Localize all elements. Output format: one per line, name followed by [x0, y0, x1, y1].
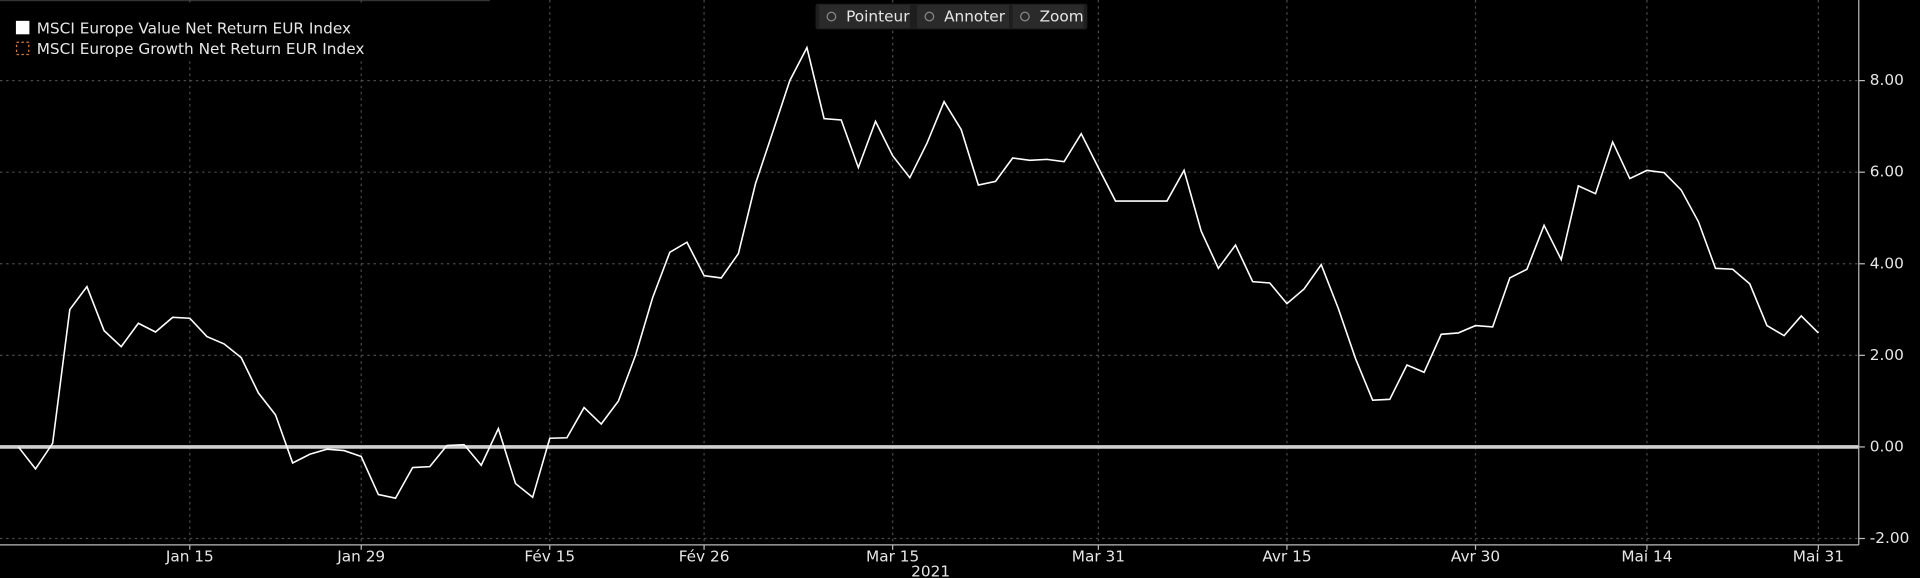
plot [0, 45, 1859, 500]
button-bg[interactable] [917, 4, 1009, 29]
legend-label: MSCI Europe Value Net Return EUR Index [37, 19, 351, 37]
x-tick-label: Jan 15 [165, 548, 214, 566]
button-label[interactable]: Zoom [1040, 8, 1084, 26]
y-tick-label: 8.00 [1870, 71, 1904, 89]
y-tick-label: 2.00 [1870, 346, 1904, 364]
x-tick-label: Mar 31 [1072, 548, 1125, 566]
toolbar-button[interactable]: Zoom [1012, 4, 1084, 29]
y-tick-label: -2.00 [1870, 529, 1910, 547]
toolbar-button[interactable]: Pointeur [819, 4, 910, 29]
x-axis-year: 2021 [911, 562, 950, 578]
button-label[interactable]: Pointeur [846, 8, 910, 26]
button-label[interactable]: Annoter [944, 8, 1006, 26]
x-tick-label: Fév 26 [679, 548, 730, 566]
x-tick-label: Mar 15 [866, 548, 919, 566]
button-icon [826, 11, 837, 22]
legend: MSCI Europe Value Net Return EUR Index MS… [0, 2, 368, 62]
x-tick-label: Fév 15 [524, 548, 575, 566]
button-bg[interactable] [1012, 4, 1084, 29]
legend-label: MSCI Europe Growth Net Return EUR Index [37, 40, 365, 58]
x-tick-label: Avr 15 [1262, 548, 1311, 566]
legend-swatch [15, 41, 30, 56]
y-tick-label: 6.00 [1870, 163, 1904, 181]
series-line [17, 45, 1819, 500]
toolbar-button[interactable]: Annoter [917, 4, 1009, 29]
button-bg[interactable] [819, 4, 910, 29]
legend-bg [0, 2, 368, 62]
x-tick-label: Mai 31 [1793, 548, 1844, 566]
legend-swatch [15, 20, 30, 35]
y-tick-label: 0.00 [1870, 437, 1904, 455]
x-tick-label: Jan 29 [336, 548, 385, 566]
y-tick-label: 4.00 [1870, 254, 1904, 272]
toolbar: Pointeur Annoter Zoom [815, 3, 1088, 30]
button-icon [924, 11, 935, 22]
grid: -2.00 0.00 2.00 4.00 6.00 8.00 Jan 15 Jan 29 Fév… [0, 0, 1909, 566]
x-tick-label: Mai 14 [1621, 548, 1672, 566]
button-icon [1020, 11, 1030, 22]
x-tick-label: Avr 30 [1451, 548, 1500, 566]
